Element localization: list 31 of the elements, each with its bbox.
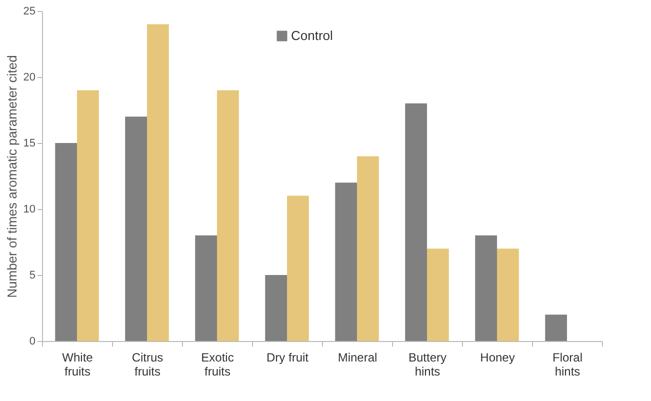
y-tick-label: 5: [29, 270, 36, 282]
bar: [427, 248, 449, 341]
x-tick-label: White fruits: [62, 350, 94, 378]
y-tick-label: 25: [23, 6, 36, 18]
bar: [217, 90, 239, 341]
bar: [287, 196, 309, 341]
y-tick-label: 0: [29, 336, 36, 348]
x-tick-label: Mineral: [338, 350, 378, 364]
y-tick-label: 15: [23, 138, 36, 150]
bar: [335, 182, 357, 341]
y-tick-label: 10: [23, 204, 36, 216]
bar: [357, 156, 379, 341]
y-tick-label: 20: [23, 72, 36, 84]
bar: [265, 275, 287, 341]
bar: [147, 24, 169, 341]
x-tick-label: Dry fruit: [266, 350, 310, 364]
bar: [55, 143, 77, 341]
bar: [195, 235, 217, 341]
x-tick-label: Floral hints: [552, 350, 583, 378]
bar: [545, 314, 567, 341]
bar: [475, 235, 497, 341]
x-tick-label: Honey: [480, 350, 515, 364]
bar: [497, 248, 519, 341]
bar: [405, 103, 427, 341]
y-axis-title: Number of times aromatic parameter cited: [4, 55, 20, 298]
bar: [77, 90, 99, 341]
x-tick-label: Exotic fruits: [201, 350, 234, 378]
bar: [125, 116, 147, 341]
legend-label: Control: [291, 28, 334, 43]
x-tick-label: Citrus fruits: [132, 350, 164, 378]
x-tick-label: Buttery hints: [408, 350, 447, 378]
